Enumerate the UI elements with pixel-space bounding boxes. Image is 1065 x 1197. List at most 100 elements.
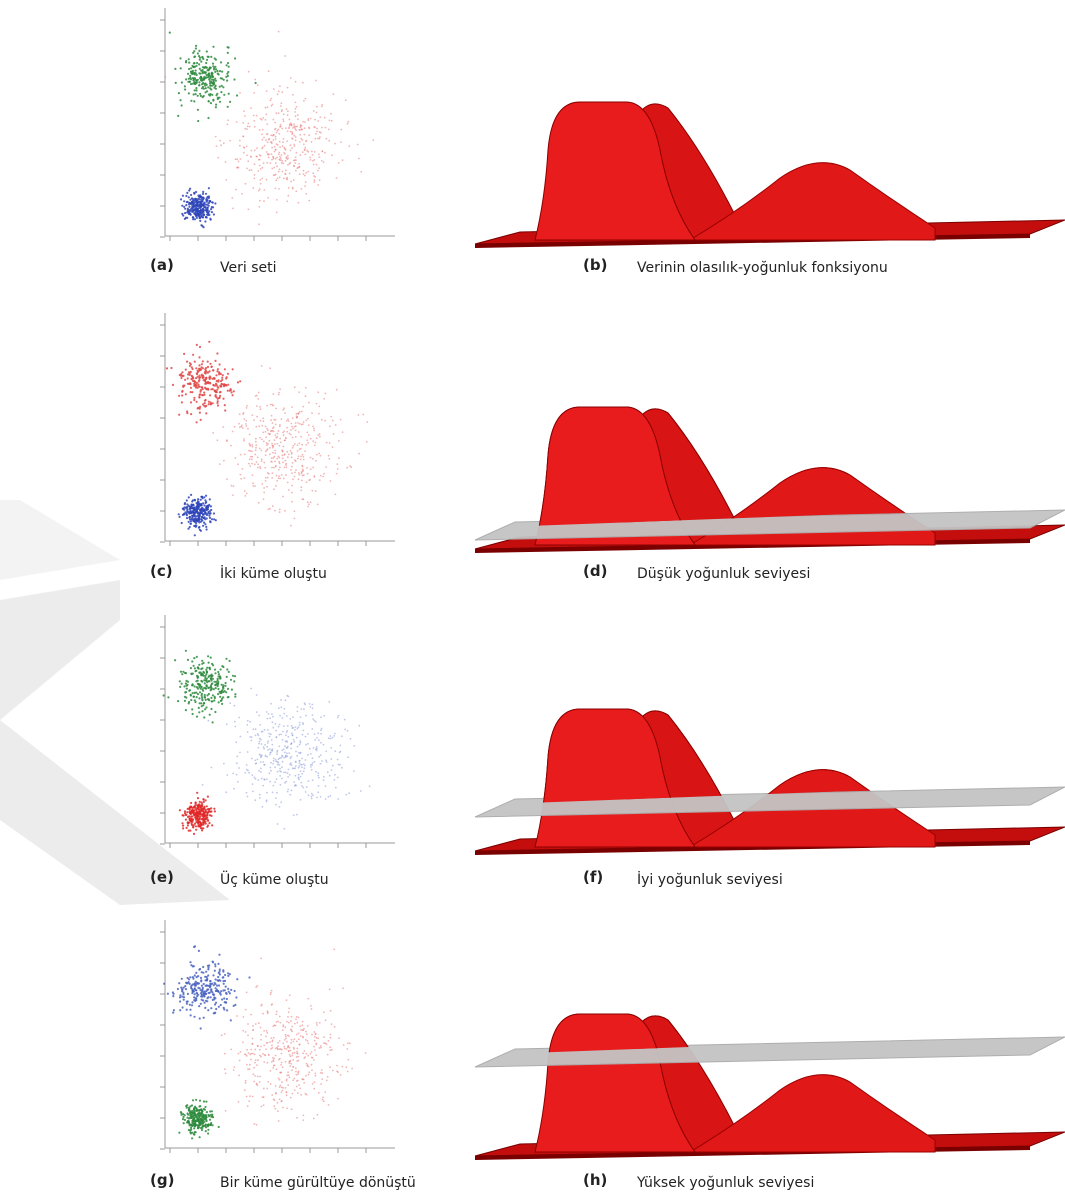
scatter-point <box>267 749 269 751</box>
scatter-point <box>212 1124 214 1126</box>
scatter-point <box>220 61 222 63</box>
scatter-point <box>195 525 197 527</box>
scatter-point <box>219 391 221 393</box>
scatter-point <box>181 673 183 675</box>
scatter-point <box>179 1000 181 1002</box>
scatter-point <box>315 748 317 750</box>
scatter-point <box>331 120 333 122</box>
scatter-point <box>203 801 205 803</box>
scatter-point <box>247 1105 249 1107</box>
scatter-point <box>290 469 292 471</box>
scatter-point <box>304 765 306 767</box>
scatter-point <box>199 68 201 70</box>
scatter-point <box>255 444 257 446</box>
scatter-point <box>299 722 301 724</box>
scatter-point <box>215 104 217 106</box>
scatter-point <box>259 179 261 181</box>
scatter-point <box>288 752 290 754</box>
scatter-point <box>294 1023 296 1025</box>
scatter-point <box>193 1110 195 1112</box>
scatter-point <box>261 1106 263 1108</box>
scatter-point <box>279 466 281 468</box>
scatter-point <box>200 1027 202 1029</box>
scatter-point <box>193 1127 195 1129</box>
scatter-point <box>277 433 279 435</box>
scatter-point <box>207 796 209 798</box>
scatter-point <box>272 1057 274 1059</box>
scatter-point <box>291 472 293 474</box>
scatter-point <box>340 745 342 747</box>
scatter-point <box>199 804 201 806</box>
scatter-point <box>330 113 332 115</box>
scatter-point <box>198 364 200 366</box>
scatter-point <box>200 203 202 205</box>
scatter-point <box>244 453 246 455</box>
scatter-point <box>258 425 260 427</box>
scatter-point <box>298 129 300 131</box>
scatter-point <box>189 961 191 963</box>
scatter-point <box>290 150 292 152</box>
scatter-point <box>259 406 261 408</box>
scatter-point <box>291 742 293 744</box>
scatter-point <box>236 121 238 123</box>
scatter-point <box>244 490 246 492</box>
scatter-point <box>191 992 193 994</box>
scatter-point <box>280 784 282 786</box>
scatter-point <box>189 976 191 978</box>
scatter-point <box>210 996 212 998</box>
scatter-point <box>328 796 330 798</box>
scatter-point <box>249 1064 251 1066</box>
scatter-point <box>344 719 346 721</box>
scatter-point <box>173 1009 175 1011</box>
scatter-point <box>277 771 279 773</box>
scatter-point <box>185 513 187 515</box>
scatter-point <box>311 412 313 414</box>
scatter-point <box>203 71 205 73</box>
scatter-point <box>225 691 227 693</box>
scatter-point <box>269 433 271 435</box>
scatter-point <box>301 471 303 473</box>
scatter-point <box>318 777 320 779</box>
scatter-point <box>189 1004 191 1006</box>
scatter-point <box>215 978 217 980</box>
scatter-point <box>302 475 304 477</box>
scatter-point <box>224 1068 226 1070</box>
scatter-point <box>183 999 185 1001</box>
scatter-point <box>185 682 187 684</box>
scatter-point <box>304 134 306 136</box>
scatter-point <box>239 752 241 754</box>
scatter-point <box>263 764 265 766</box>
scatter-point <box>321 160 323 162</box>
scatter-point <box>307 1055 309 1057</box>
scatter-point <box>282 461 284 463</box>
scatter-point <box>205 378 207 380</box>
scatter-point <box>191 1137 193 1139</box>
scatter-point <box>196 373 198 375</box>
scatter-point <box>200 822 202 824</box>
scatter-point <box>181 81 183 83</box>
scatter-point <box>296 416 298 418</box>
scatter-point <box>195 518 197 520</box>
scatter-point <box>181 822 183 824</box>
scatter-point <box>201 710 203 712</box>
scatter-point <box>217 439 219 441</box>
scatter-point <box>295 751 297 753</box>
scatter-point <box>213 808 215 810</box>
scatter-point <box>202 191 204 193</box>
scatter-point <box>200 206 202 208</box>
scatter-point <box>223 763 225 765</box>
scatter-point <box>219 968 221 970</box>
scatter-point <box>192 684 194 686</box>
scatter-point <box>291 452 293 454</box>
scatter-point <box>301 128 303 130</box>
scatter-point <box>195 802 197 804</box>
scatter-point <box>298 455 300 457</box>
scatter-point <box>209 992 211 994</box>
scatter-point <box>251 459 253 461</box>
scatter-point <box>287 791 289 793</box>
scatter-point <box>281 749 283 751</box>
scatter-point <box>190 494 192 496</box>
scatter-point <box>202 58 204 60</box>
scatter-point <box>283 138 285 140</box>
scatter-point <box>286 1080 288 1082</box>
